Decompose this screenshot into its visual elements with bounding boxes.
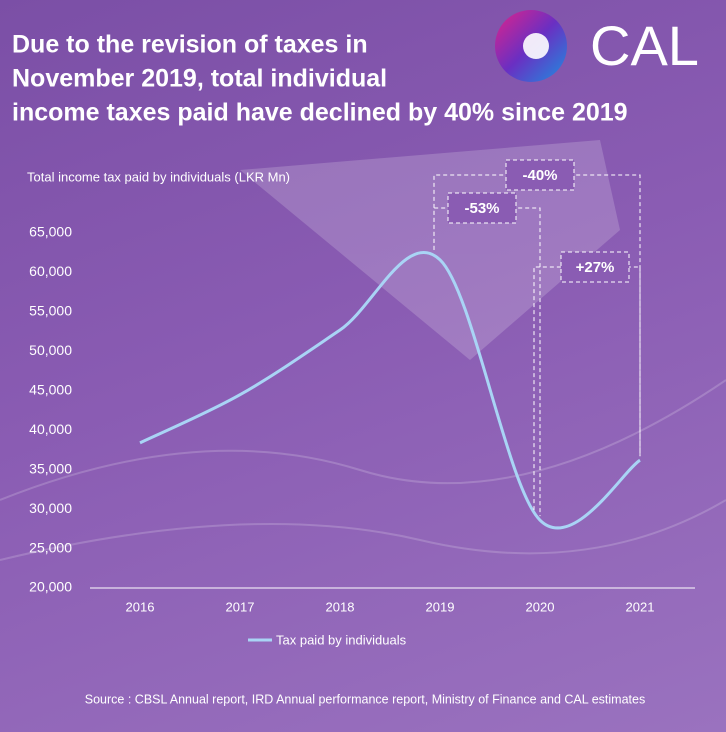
annotation-box xyxy=(560,251,630,283)
x-tick-label: 2016 xyxy=(126,599,155,614)
legend-label: Tax paid by individuals xyxy=(276,632,407,647)
decoration xyxy=(0,140,726,561)
logo-mark xyxy=(523,33,549,59)
x-tick-label: 2021 xyxy=(626,599,655,614)
title-line: November 2019, total individual xyxy=(12,65,387,93)
logo: CAL xyxy=(495,10,699,82)
y-tick-label: 60,000 xyxy=(29,263,72,279)
y-tick-label: 45,000 xyxy=(29,381,72,397)
bracket xyxy=(533,266,641,511)
y-tick-label: 55,000 xyxy=(29,303,72,319)
line xyxy=(139,251,641,530)
x-tick-label: 2019 xyxy=(426,599,455,614)
y-tick-label: 50,000 xyxy=(29,342,72,358)
annotation: -53% xyxy=(464,200,499,217)
annotation-box xyxy=(505,159,575,191)
annotation-box xyxy=(447,192,517,224)
x-tick-label: 2020 xyxy=(526,599,555,614)
x-tick-label: 2017 xyxy=(226,599,255,614)
y-tick-label: 30,000 xyxy=(29,500,72,516)
x-tick-label: 2018 xyxy=(326,599,355,614)
y-axis-label: Total income tax paid by individuals (LK… xyxy=(27,169,290,184)
y-tick-label: 65,000 xyxy=(29,224,72,240)
source: Source : CBSL Annual report, IRD Annual … xyxy=(85,692,645,706)
annotation: +27% xyxy=(576,259,615,276)
y-tick-label: 20,000 xyxy=(29,579,72,595)
title-line: Due to the revision of taxes in xyxy=(12,31,368,59)
y-tick-label: 40,000 xyxy=(29,421,72,437)
y-tick-label: 25,000 xyxy=(29,539,72,555)
y-tick-label: 35,000 xyxy=(29,460,72,476)
title-line: income taxes paid have declined by 40% s… xyxy=(12,99,628,127)
logo-text: CAL xyxy=(590,14,699,77)
annotation: -40% xyxy=(522,167,557,184)
